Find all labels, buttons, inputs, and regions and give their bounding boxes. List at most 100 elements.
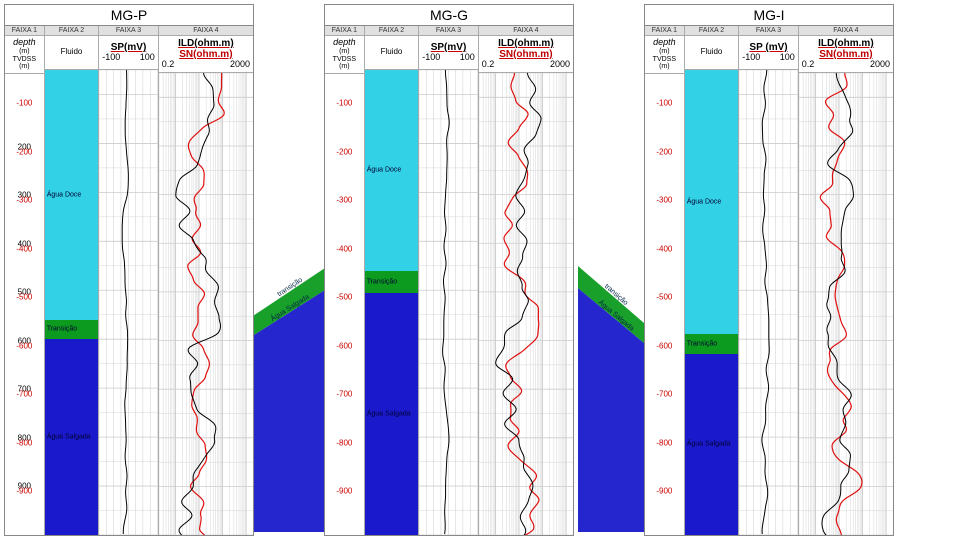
depth-body: 200300400500600700800900-100-200-300-400… bbox=[5, 74, 44, 535]
track-fluid: FAIXA 2 Fluido Água Doce Transição Água Sa… bbox=[685, 26, 740, 535]
well-panel-MG-I: MG-I FAIXA 1 depth (m)TVDSS(m) -100-200-… bbox=[644, 4, 894, 536]
depth-tick-tvdss: -500 bbox=[645, 293, 684, 302]
fluid-body: Água Doce Transição Água Salgada bbox=[365, 70, 419, 535]
track-subhead-depth: depth (m)TVDSS(m) bbox=[645, 36, 684, 74]
track-depth: FAIXA 1 depth (m)TVDSS(m) 20030040050060… bbox=[5, 26, 45, 535]
depth-tick-tvdss: -500 bbox=[325, 293, 364, 302]
well-panel-MG-P: MG-P FAIXA 1 depth (m)TVDSS(m) 200300400… bbox=[4, 4, 254, 536]
depth-tick-tvdss: -100 bbox=[645, 99, 684, 108]
fluid-zone-label: Água Salgada bbox=[687, 441, 731, 448]
track-header: FAIXA 3 bbox=[739, 26, 798, 36]
depth-tick-tvdss: -900 bbox=[325, 487, 364, 496]
track-res: FAIXA 4 ILD(ohm.m) SN(ohm.m) 0.22000 bbox=[159, 26, 253, 535]
fluid-zone: Água Doce bbox=[365, 70, 419, 271]
track-subhead-res: ILD(ohm.m) SN(ohm.m) 0.22000 bbox=[479, 36, 573, 73]
depth-tick-tvdss: -100 bbox=[5, 99, 44, 108]
fluid-zone: Água Salgada bbox=[685, 354, 739, 535]
depth-tick-tvdss: -800 bbox=[645, 438, 684, 447]
track-header: FAIXA 1 bbox=[325, 26, 364, 36]
fluid-zone: Água Salgada bbox=[365, 293, 419, 535]
fluid-zone: Transição bbox=[45, 320, 99, 340]
depth-tick-tvdss: -800 bbox=[325, 438, 364, 447]
fluid-zone-label: Água Doce bbox=[47, 191, 82, 198]
fluid-zone-label: Transição bbox=[687, 341, 717, 348]
track-subhead-sp: SP(mV) -100100 bbox=[99, 36, 158, 70]
depth-tick-tvdss: -900 bbox=[645, 487, 684, 496]
depth-tick-tvdss: -600 bbox=[5, 341, 44, 350]
res-svg bbox=[159, 73, 253, 535]
depth-tick-tvdss: -200 bbox=[645, 147, 684, 156]
sp-body bbox=[99, 70, 158, 535]
depth-tick-tvdss: -400 bbox=[325, 244, 364, 253]
track-sp: FAIXA 3 SP(mV) -100100 bbox=[99, 26, 159, 535]
depth-tick-tvdss: -300 bbox=[645, 196, 684, 205]
res-svg bbox=[479, 73, 573, 535]
depth-tick-tvdss: -200 bbox=[5, 147, 44, 156]
well-title: MG-P bbox=[5, 5, 253, 26]
fluid-zone-label: Água Salgada bbox=[47, 434, 91, 441]
fluid-body: Água Doce Transição Água Salgada bbox=[45, 70, 99, 535]
sp-body bbox=[739, 70, 798, 535]
fluid-zone-label: Água Doce bbox=[687, 199, 722, 206]
res-body bbox=[479, 73, 573, 535]
track-header: FAIXA 4 bbox=[479, 26, 573, 36]
depth-body: -100 -200 -300 -400 -500 -600 -700 -800 -900 bbox=[645, 74, 684, 535]
track-header: FAIXA 3 bbox=[99, 26, 158, 36]
track-header: FAIXA 1 bbox=[645, 26, 684, 36]
depth-tick-tvdss: -300 bbox=[5, 196, 44, 205]
track-res: FAIXA 4 ILD(ohm.m) SN(ohm.m) 0.22000 bbox=[479, 26, 573, 535]
well-title: MG-I bbox=[645, 5, 893, 26]
track-sp: FAIXA 3 SP (mV) -100100 bbox=[739, 26, 799, 535]
track-subhead-depth: depth (m)TVDSS(m) bbox=[325, 36, 364, 74]
track-res: FAIXA 4 ILD(ohm.m) SN(ohm.m) 0.22000 bbox=[799, 26, 893, 535]
track-header: FAIXA 4 bbox=[159, 26, 253, 36]
track-header: FAIXA 2 bbox=[685, 26, 739, 36]
fluid-body: Água Doce Transição Água Salgada bbox=[685, 70, 739, 535]
depth-tick-tvdss: -100 bbox=[325, 99, 364, 108]
depth-tick-tvdss: -700 bbox=[325, 390, 364, 399]
fluid-zone: Água Doce bbox=[45, 70, 99, 320]
well-title: MG-G bbox=[325, 5, 573, 26]
track-depth: FAIXA 1 depth (m)TVDSS(m) -100-200-300-4… bbox=[325, 26, 365, 535]
depth-tick-tvdss: -600 bbox=[645, 341, 684, 350]
depth-body: -100-200-300-400-500-600-700-800-900 bbox=[325, 74, 364, 535]
track-sp: FAIXA 3 SP(mV) -100100 bbox=[419, 26, 479, 535]
fluid-zone: Água Salgada bbox=[45, 339, 99, 535]
sp-body bbox=[419, 70, 478, 535]
fluid-zone-label: Água Doce bbox=[367, 167, 402, 174]
res-svg bbox=[799, 73, 893, 535]
depth-tick-tvdss: -200 bbox=[325, 147, 364, 156]
well-panel-MG-G: MG-G FAIXA 1 depth (m)TVDSS(m) -100 -200 -… bbox=[324, 4, 574, 536]
depth-tick-tvdss: -800 bbox=[5, 438, 44, 447]
depth-tick-tvdss: -400 bbox=[5, 244, 44, 253]
fluid-zone: Transição bbox=[685, 334, 739, 354]
depth-tick-tvdss: -600 bbox=[325, 341, 364, 350]
track-depth: FAIXA 1 depth (m)TVDSS(m) -100 -200 -300 -4… bbox=[645, 26, 685, 535]
wells-row: MG-P FAIXA 1 depth (m)TVDSS(m) 200300400… bbox=[4, 4, 958, 536]
res-body bbox=[799, 73, 893, 535]
track-header: FAIXA 3 bbox=[419, 26, 478, 36]
fluid-zone-label: Água Salgada bbox=[367, 410, 411, 417]
sp-svg bbox=[99, 70, 158, 535]
track-subhead-sp: SP (mV) -100100 bbox=[739, 36, 798, 70]
fluid-zone-label: Transição bbox=[47, 326, 77, 333]
depth-tick-tvdss: -900 bbox=[5, 487, 44, 496]
track-header: FAIXA 2 bbox=[365, 26, 419, 36]
track-fluid: FAIXA 2 Fluido Água Doce Transição Água Sa… bbox=[365, 26, 420, 535]
fluid-zone: Transição bbox=[365, 271, 419, 293]
track-subhead-fluid: Fluido bbox=[365, 36, 419, 70]
track-header: FAIXA 2 bbox=[45, 26, 99, 36]
sp-svg bbox=[419, 70, 478, 535]
track-subhead-fluid: Fluido bbox=[685, 36, 739, 70]
depth-tick-tvdss: -700 bbox=[5, 390, 44, 399]
track-header: FAIXA 4 bbox=[799, 26, 893, 36]
track-subhead-res: ILD(ohm.m) SN(ohm.m) 0.22000 bbox=[159, 36, 253, 73]
track-header: FAIXA 1 bbox=[5, 26, 44, 36]
sp-svg bbox=[739, 70, 798, 535]
depth-tick-tvdss: -700 bbox=[645, 390, 684, 399]
track-subhead-depth: depth (m)TVDSS(m) bbox=[5, 36, 44, 74]
depth-tick-tvdss: -400 bbox=[645, 244, 684, 253]
res-body bbox=[159, 73, 253, 535]
depth-tick-tvdss: -500 bbox=[5, 293, 44, 302]
track-subhead-fluid: Fluido bbox=[45, 36, 99, 70]
